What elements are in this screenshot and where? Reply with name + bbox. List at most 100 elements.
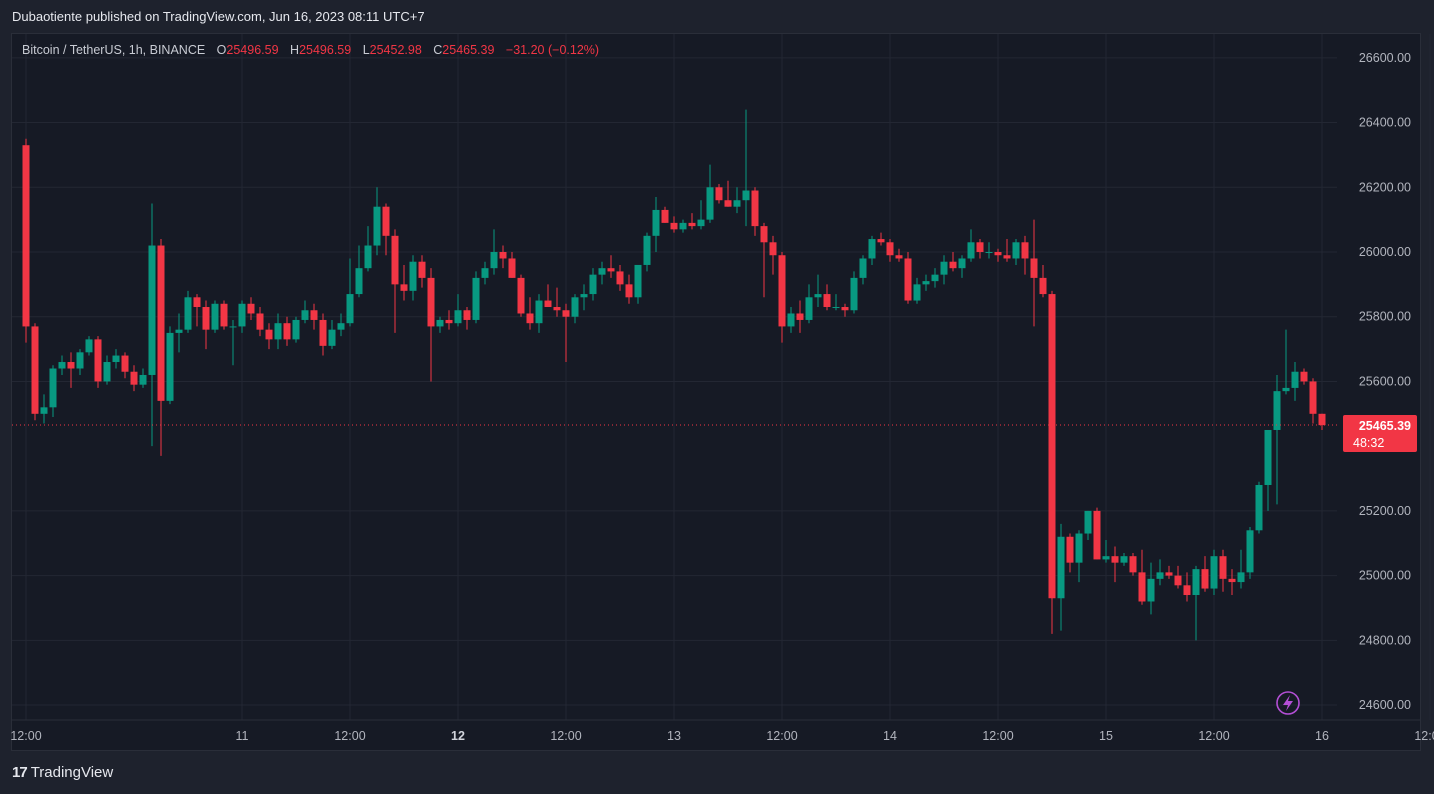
y-tick-label: 26600.00	[1359, 51, 1411, 65]
candle-body	[1273, 391, 1281, 430]
candle-body	[625, 284, 633, 298]
candle-body	[310, 310, 318, 320]
candle-body	[220, 303, 228, 327]
candle-body	[499, 252, 507, 259]
candle-body	[1111, 556, 1119, 563]
candle-body	[931, 274, 939, 282]
candle-body	[256, 313, 264, 330]
candle-body	[958, 258, 966, 269]
x-tick-label: 16	[1315, 729, 1329, 743]
tradingview-brand: TradingView	[30, 764, 114, 781]
candle-body	[949, 261, 957, 269]
candle-body	[985, 252, 993, 253]
candle-body	[1156, 572, 1164, 579]
candle-body	[1264, 429, 1272, 485]
candle-body	[184, 297, 192, 330]
candle-body	[850, 277, 858, 311]
candle-body	[688, 222, 696, 227]
candle-body	[148, 245, 156, 375]
y-tick-label: 26200.00	[1359, 180, 1411, 194]
legend-low-label: L	[362, 43, 370, 57]
candle-body	[319, 319, 327, 346]
candle-body	[85, 339, 93, 353]
candle-body	[1102, 556, 1110, 560]
candle-body	[67, 362, 75, 369]
candle-body	[1318, 413, 1326, 426]
candle-body	[1147, 578, 1155, 602]
candle-body	[400, 284, 408, 291]
candle-body	[373, 206, 381, 246]
legend-high-value: 25496.59	[299, 43, 352, 57]
candle-body	[1084, 510, 1092, 534]
y-tick-label: 26400.00	[1359, 116, 1411, 130]
candle-body	[211, 303, 219, 330]
candle-body	[274, 323, 282, 340]
candle-body	[877, 239, 885, 243]
candle-body	[841, 307, 849, 311]
candle-body	[112, 355, 120, 363]
candle-body	[40, 407, 48, 414]
candle-body	[922, 281, 930, 285]
candle-body	[832, 307, 840, 309]
legend-open-label: O	[216, 43, 227, 57]
candle-body	[175, 329, 183, 333]
candle-body	[391, 235, 399, 285]
candle-body	[1246, 530, 1254, 573]
candle-body	[634, 264, 642, 298]
candle-body	[1120, 556, 1128, 563]
candle-body	[643, 235, 651, 265]
lightning-icon[interactable]	[1276, 691, 1300, 715]
candle-body	[814, 294, 822, 298]
y-tick-label: 26000.00	[1359, 245, 1411, 259]
candle-body	[1057, 536, 1065, 599]
candle-body	[481, 268, 489, 278]
candle-body	[31, 326, 39, 414]
candle-body	[472, 277, 480, 320]
candle-body	[364, 245, 372, 269]
chart-pane[interactable]	[11, 33, 1421, 751]
candle-body	[238, 303, 246, 327]
candle-body	[1282, 387, 1290, 392]
candle-body	[139, 374, 147, 385]
candle-body	[598, 268, 606, 275]
candle-body	[1210, 556, 1218, 589]
x-tick-label: 12:00	[10, 729, 41, 743]
candle-body	[760, 226, 768, 243]
candle-body	[715, 187, 723, 201]
chart-legend: Bitcoin / TetherUS, 1h, BINANCE O25496.5…	[22, 43, 599, 57]
candle-body	[526, 313, 534, 324]
y-tick-label: 24600.00	[1359, 698, 1411, 712]
x-tick-label: 13	[667, 729, 681, 743]
y-tick-label: 24800.00	[1359, 633, 1411, 647]
tradingview-mark-icon: 17	[12, 764, 28, 781]
candle-body	[22, 145, 30, 327]
candle-body	[742, 190, 750, 201]
candle-body	[652, 209, 660, 236]
x-tick-label: 11	[236, 729, 249, 743]
last-price-badge	[1343, 414, 1417, 452]
candle-body	[1003, 255, 1011, 259]
candle-body	[670, 222, 678, 230]
candle-body	[571, 297, 579, 317]
candle-body	[1093, 510, 1101, 560]
candle-body	[409, 261, 417, 291]
candle-body	[229, 326, 237, 328]
candle-body	[994, 252, 1002, 256]
legend-low-value: 25452.98	[369, 43, 422, 57]
candle-body	[436, 319, 444, 327]
tradingview-logo[interactable]: 17 TradingView	[12, 764, 113, 781]
legend-change: −31.20 (−0.12%)	[505, 43, 600, 57]
candle-body	[283, 323, 291, 340]
candle-body	[1048, 294, 1056, 599]
candle-body	[679, 222, 687, 230]
candle-body	[454, 310, 462, 324]
candle-body	[58, 362, 66, 369]
candle-body	[508, 258, 516, 278]
candle-body	[1030, 258, 1038, 278]
candle-body	[1309, 381, 1317, 414]
candle-body	[913, 284, 921, 301]
legend-open-value: 25496.59	[226, 43, 279, 57]
legend-high-label: H	[290, 43, 300, 57]
candle-body	[103, 362, 111, 382]
